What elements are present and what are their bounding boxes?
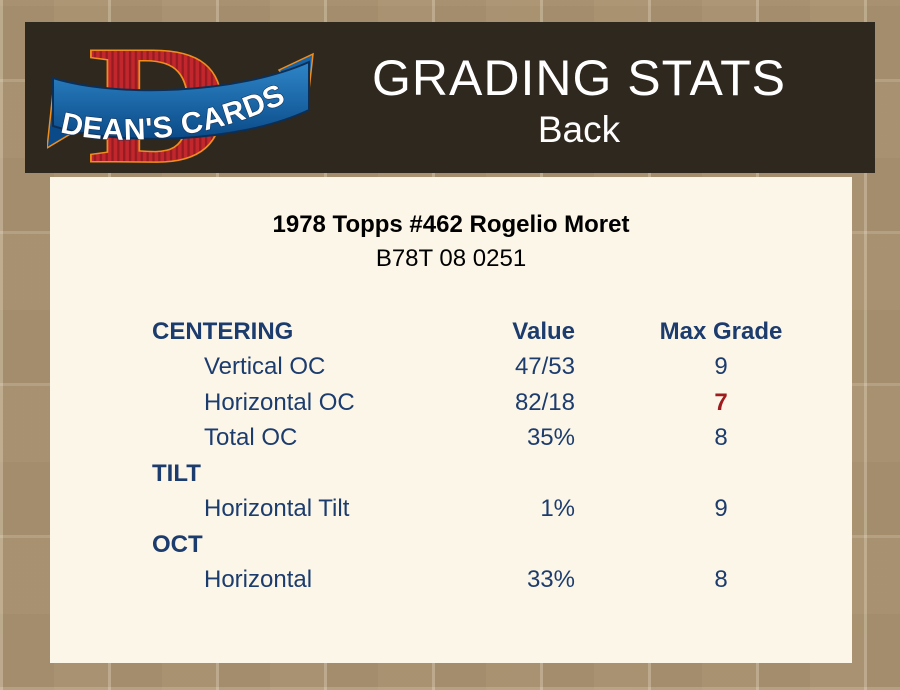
row-label: Total OC: [204, 424, 298, 452]
page-title: GRADING STATS: [372, 49, 786, 106]
row-label: Vertical OC: [204, 353, 326, 381]
max-grade-cell-alert: 7: [714, 388, 728, 416]
section-label-oct: OCT: [152, 530, 203, 558]
table-row: Total OC 35% 8: [152, 421, 842, 457]
value-column-header: Value: [512, 317, 575, 345]
value-cell: 47/53: [514, 353, 575, 381]
max-grade-cell: 8: [714, 424, 728, 452]
card-title: 1978 Topps #462 Rogelio Moret: [272, 211, 630, 238]
grading-stats-panel: 1978 Topps #462 Rogelio Moret B78T 08 02…: [50, 177, 852, 663]
table-row: CENTERING Value Max Grade: [152, 314, 842, 350]
deans-cards-logo[interactable]: D DEAN'S CARDS: [47, 31, 315, 167]
header-titles: GRADING STATS Back: [325, 22, 875, 173]
card-serial-number: B78T 08 0251: [375, 245, 527, 272]
page-subtitle: Back: [537, 108, 621, 150]
row-label: Horizontal Tilt: [204, 495, 350, 523]
table-row: Horizontal Tilt 1% 9: [152, 492, 842, 528]
max-grade-column-header: Max Grade: [659, 317, 783, 345]
table-row: Horizontal OC 82/18 7: [152, 385, 842, 421]
value-cell: 1%: [540, 495, 575, 523]
header-bar: D DEAN'S CARDS GRADING STATS Back: [25, 22, 875, 173]
section-label-centering: CENTERING: [152, 317, 294, 345]
table-row: Vertical OC 47/53 9: [152, 350, 842, 386]
max-grade-cell: 8: [714, 566, 728, 594]
value-cell: 35%: [526, 424, 575, 452]
max-grade-cell: 9: [714, 353, 728, 381]
table-row: TILT: [152, 456, 842, 492]
ribbon-banner: [52, 60, 310, 140]
section-label-tilt: TILT: [152, 459, 201, 487]
table-row: OCT: [152, 527, 842, 563]
grading-table: CENTERING Value Max Grade Vertical OC 47…: [152, 314, 842, 598]
row-label: Horizontal: [204, 566, 313, 594]
max-grade-cell: 9: [714, 495, 728, 523]
row-label: Horizontal OC: [204, 388, 355, 416]
table-row: Horizontal 33% 8: [152, 563, 842, 599]
value-cell: 82/18: [514, 388, 575, 416]
value-cell: 33%: [526, 566, 575, 594]
